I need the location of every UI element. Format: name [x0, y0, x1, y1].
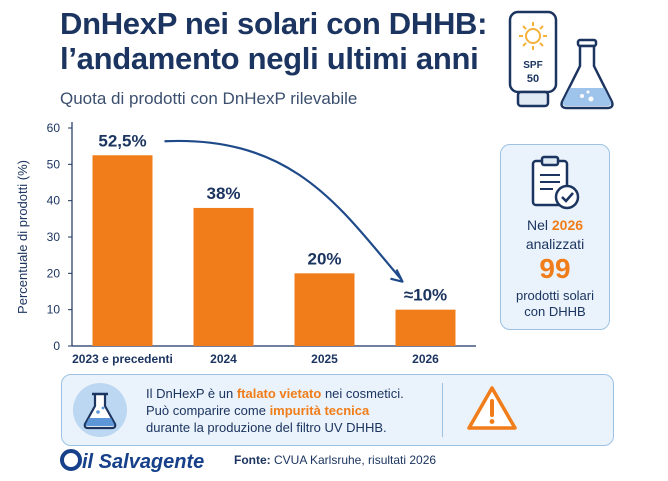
card-count: 99 — [539, 253, 571, 284]
title-line-2: l’andamento negli ultimi anni — [60, 41, 479, 76]
info-divider — [442, 383, 443, 437]
bottle-label-spf: SPF — [523, 60, 542, 71]
data-label-3: ≈10% — [404, 286, 447, 305]
x-tick-label-3: 2026 — [412, 352, 439, 366]
trend-arrow-head — [390, 269, 404, 283]
title-line-1: DnHexP nei solari con DHHB: — [60, 6, 488, 41]
summary-card: Nel 2026 analizzati 99 prodotti solari co… — [500, 144, 610, 330]
bar-1 — [193, 207, 254, 346]
card-analyzed-label: analizzati — [525, 236, 585, 252]
x-tick-label-0: 2023 e precedenti — [72, 352, 173, 366]
salvagente-logo-mark — [60, 449, 82, 471]
flask-icon — [73, 383, 127, 437]
x-tick-label-2: 2025 — [311, 352, 338, 366]
info-text: Il DnHexP è un ftalato vietato nei cosme… — [146, 386, 404, 435]
bar-chart: Percentuale di prodotti (%) 0 10 20 30 40 50 60… — [15, 121, 476, 366]
x-tick-label-1: 2024 — [210, 352, 237, 366]
chart-subtitle: Quota di prodotti con DnHexP rilevabile — [60, 89, 358, 108]
data-label-0: 52,5% — [98, 131, 146, 150]
bar-0 — [92, 155, 153, 346]
y-tick-label: 0 — [53, 339, 60, 353]
y-tick-label: 50 — [47, 157, 61, 171]
lab-flask-icon — [560, 38, 614, 110]
card-year-line: Nel 2026 — [526, 217, 584, 233]
bar-3 — [395, 309, 456, 346]
card-description: prodotti solari con DHHB — [515, 288, 595, 319]
y-tick-label: 30 — [47, 230, 61, 244]
brand-logo: il Salvagente — [82, 451, 205, 473]
clipboard-check-icon — [531, 155, 580, 210]
data-label-2: 20% — [307, 249, 341, 268]
info-panel: Il DnHexP è un ftalato vietato nei cosme… — [61, 374, 614, 446]
bottle-label-50: 50 — [527, 73, 539, 85]
bar-2 — [294, 273, 355, 346]
y-axis-label: Percentuale di prodotti (%) — [15, 160, 30, 314]
y-tick-label: 20 — [47, 266, 61, 280]
data-label-1: 38% — [206, 184, 240, 203]
warning-icon — [467, 386, 517, 430]
page-title: DnHexP nei solari con DHHB: l’andamento … — [60, 6, 487, 76]
y-tick-label: 60 — [47, 121, 61, 135]
sunscreen-bottle-icon: SPF 50 — [508, 10, 558, 108]
trend-arrow — [164, 139, 403, 281]
source-note: Fonte: CVUA Karlsruhe, risultati 2026 — [234, 453, 437, 467]
y-tick-label: 10 — [47, 303, 61, 317]
y-tick-label: 40 — [47, 194, 61, 208]
